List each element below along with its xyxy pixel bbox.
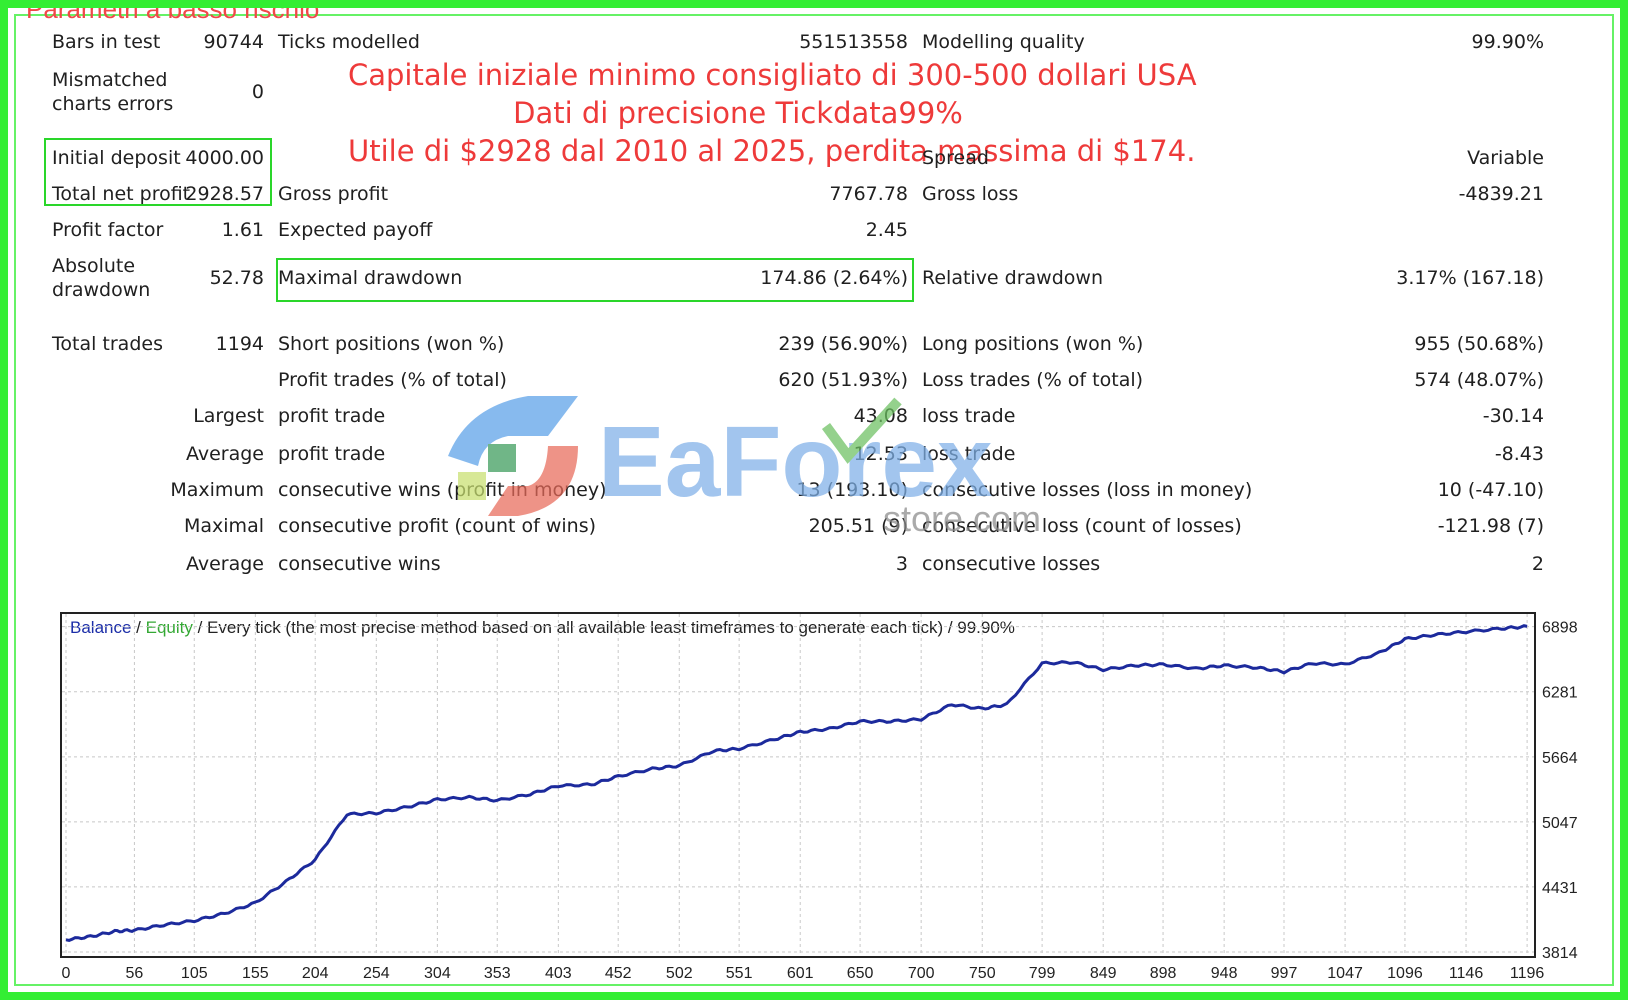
label-max-cons-losses: consecutive losses (loss in money) xyxy=(922,479,1253,501)
legend-balance: Balance xyxy=(70,618,132,637)
value-average-loss: -8.43 xyxy=(1494,443,1544,465)
value-long-positions: 955 (50.68%) xyxy=(1414,333,1544,355)
value-relative-drawdown: 3.17% (167.18) xyxy=(1396,267,1544,289)
value-gross-loss: -4839.21 xyxy=(1458,183,1544,205)
label-short-positions: Short positions (won %) xyxy=(278,333,505,355)
label-absolute-drawdown-1: Absolute xyxy=(52,255,136,277)
label-total-net-profit: Total net profit xyxy=(52,183,191,205)
eaforex-logo-icon xyxy=(448,396,578,516)
label-average: Average xyxy=(185,443,264,465)
value-ticks-modelled: 551513558 xyxy=(799,31,908,53)
note-profit-summary: Utile di $2928 dal 2010 al 2025, perdita… xyxy=(348,134,1196,168)
label-mismatched-1: Mismatched xyxy=(52,69,168,91)
value-maximal-drawdown: 174.86 (2.64%) xyxy=(760,267,908,289)
chart-header: Balance / Equity / Every tick (the most … xyxy=(70,618,1015,638)
label-maximum: Maximum xyxy=(170,479,264,501)
label-ticks-modelled: Ticks modelled xyxy=(278,31,420,53)
value-avg-cons-losses: 2 xyxy=(1531,553,1544,575)
value-max-cons-wins: 13 (193.10) xyxy=(796,479,908,501)
label-average-2: Average xyxy=(185,553,264,575)
legend-separator: / xyxy=(131,618,146,637)
label-avg-cons-wins: consecutive wins xyxy=(278,553,441,575)
highlight-maximal-drawdown xyxy=(276,258,914,302)
label-maximal-drawdown: Maximal drawdown xyxy=(278,267,463,289)
balance-series-line xyxy=(65,624,1528,942)
label-largest-loss: loss trade xyxy=(922,405,1016,427)
highlight-deposit-profit xyxy=(44,138,272,206)
label-avg-cons-losses: consecutive losses xyxy=(922,553,1101,575)
label-long-positions: Long positions (won %) xyxy=(922,333,1144,355)
value-largest-loss: -30.14 xyxy=(1482,405,1544,427)
value-total-net-profit: 2928.57 xyxy=(185,183,264,205)
label-largest: Largest xyxy=(193,405,264,427)
report-inner-border xyxy=(14,14,1614,986)
label-maximal-cons-loss: consecutive loss (count of losses) xyxy=(922,515,1242,537)
legend-method: / Every tick (the most precise method ba… xyxy=(192,618,1015,637)
eaforex-watermark-logo: EaForex store.com xyxy=(448,396,1041,536)
label-modelling-quality: Modelling quality xyxy=(922,31,1085,53)
note-minimum-capital: Capitale iniziale minimo consigliato di … xyxy=(348,58,1197,92)
label-maximal-cons-profit: consecutive profit (count of wins) xyxy=(278,515,597,537)
label-total-trades: Total trades xyxy=(52,333,163,355)
watermark-checkmark xyxy=(821,397,902,464)
value-maximal-cons-loss: -121.98 (7) xyxy=(1437,515,1544,537)
value-spread: Variable xyxy=(1467,147,1544,169)
value-modelling-quality: 99.90% xyxy=(1471,31,1544,53)
value-average-profit: 12.53 xyxy=(853,443,908,465)
note-tickdata: Dati di precisione Tickdata99% xyxy=(513,96,963,130)
balance-chart: Balance / Equity / Every tick (the most … xyxy=(60,612,1536,958)
value-avg-cons-wins: 3 xyxy=(895,553,908,575)
value-initial-deposit: 4000.00 xyxy=(185,147,264,169)
label-average-loss: loss trade xyxy=(922,443,1016,465)
value-max-cons-losses: 10 (-47.10) xyxy=(1437,479,1544,501)
watermark-sub: store.com xyxy=(883,498,1041,536)
label-average-profit: profit trade xyxy=(278,443,386,465)
label-relative-drawdown: Relative drawdown xyxy=(922,267,1103,289)
value-short-positions: 239 (56.90%) xyxy=(778,333,908,355)
label-maximal: Maximal xyxy=(184,515,264,537)
value-absolute-drawdown: 52.78 xyxy=(209,267,264,289)
label-largest-profit: profit trade xyxy=(278,405,386,427)
label-absolute-drawdown-2: drawdown xyxy=(52,279,151,301)
report-caption: Parametri a basso rischio xyxy=(26,0,320,24)
value-gross-profit: 7767.78 xyxy=(829,183,908,205)
legend-equity: Equity xyxy=(145,618,193,637)
label-spread: Spread xyxy=(922,147,989,169)
label-expected-payoff: Expected payoff xyxy=(278,219,433,241)
label-gross-loss: Gross loss xyxy=(922,183,1019,205)
value-mismatched: 0 xyxy=(251,81,264,103)
label-initial-deposit: Initial deposit xyxy=(52,147,181,169)
label-gross-profit: Gross profit xyxy=(278,183,389,205)
value-loss-trades: 574 (48.07%) xyxy=(1414,369,1544,391)
chart-plot-svg xyxy=(62,614,1534,956)
value-bars-in-test: 90744 xyxy=(203,31,264,53)
label-mismatched-2: charts errors xyxy=(52,93,174,115)
value-profit-factor: 1.61 xyxy=(221,219,264,241)
value-profit-trades: 620 (51.93%) xyxy=(778,369,908,391)
label-bars-in-test: Bars in test xyxy=(52,31,161,53)
label-loss-trades: Loss trades (% of total) xyxy=(922,369,1144,391)
value-maximal-cons-profit: 205.51 (9) xyxy=(808,515,908,537)
watermark-brand: EaForex xyxy=(598,406,993,518)
value-total-trades: 1194 xyxy=(215,333,264,355)
label-profit-factor: Profit factor xyxy=(52,219,164,241)
value-expected-payoff: 2.45 xyxy=(865,219,908,241)
label-profit-trades: Profit trades (% of total) xyxy=(278,369,507,391)
